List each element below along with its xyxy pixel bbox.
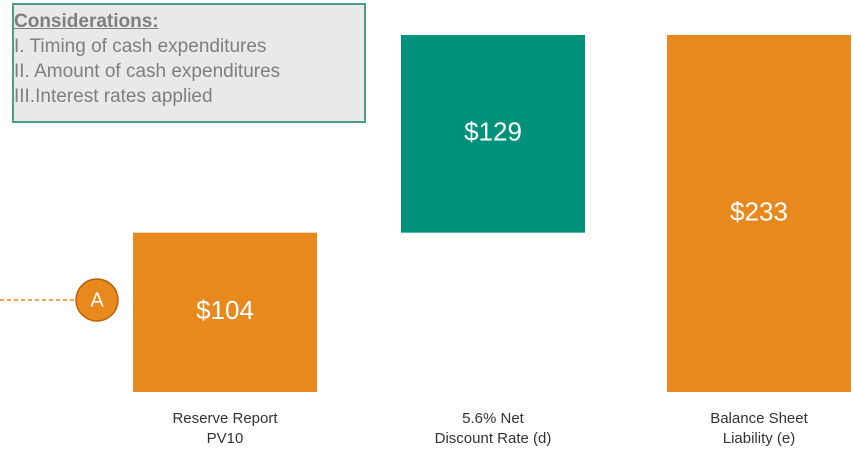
x-tick-label: 5.6% Net Discount Rate (d) bbox=[434, 410, 552, 447]
bar bbox=[401, 35, 585, 233]
value-label: $104 bbox=[196, 295, 254, 325]
bar bbox=[667, 35, 851, 392]
bar bbox=[133, 232, 317, 392]
considerations-title: Considerations: bbox=[14, 11, 159, 32]
x-tick-label: Balance Sheet Liability (e) bbox=[710, 410, 808, 447]
consideration: I. Timing of cash expenditures bbox=[14, 36, 267, 57]
value-label: $129 bbox=[464, 117, 522, 147]
consideration: III.Interest rates applied bbox=[14, 86, 213, 107]
considerations-box: Considerations: I. Timing of cash expend… bbox=[12, 3, 366, 123]
consideration: II. Amount of cash expenditures bbox=[14, 61, 281, 82]
value-label: $233 bbox=[730, 196, 788, 226]
x-tick-label: Reserve Report PV10 bbox=[172, 410, 278, 447]
marker-circle bbox=[75, 278, 119, 322]
marker-label: A bbox=[90, 289, 104, 311]
